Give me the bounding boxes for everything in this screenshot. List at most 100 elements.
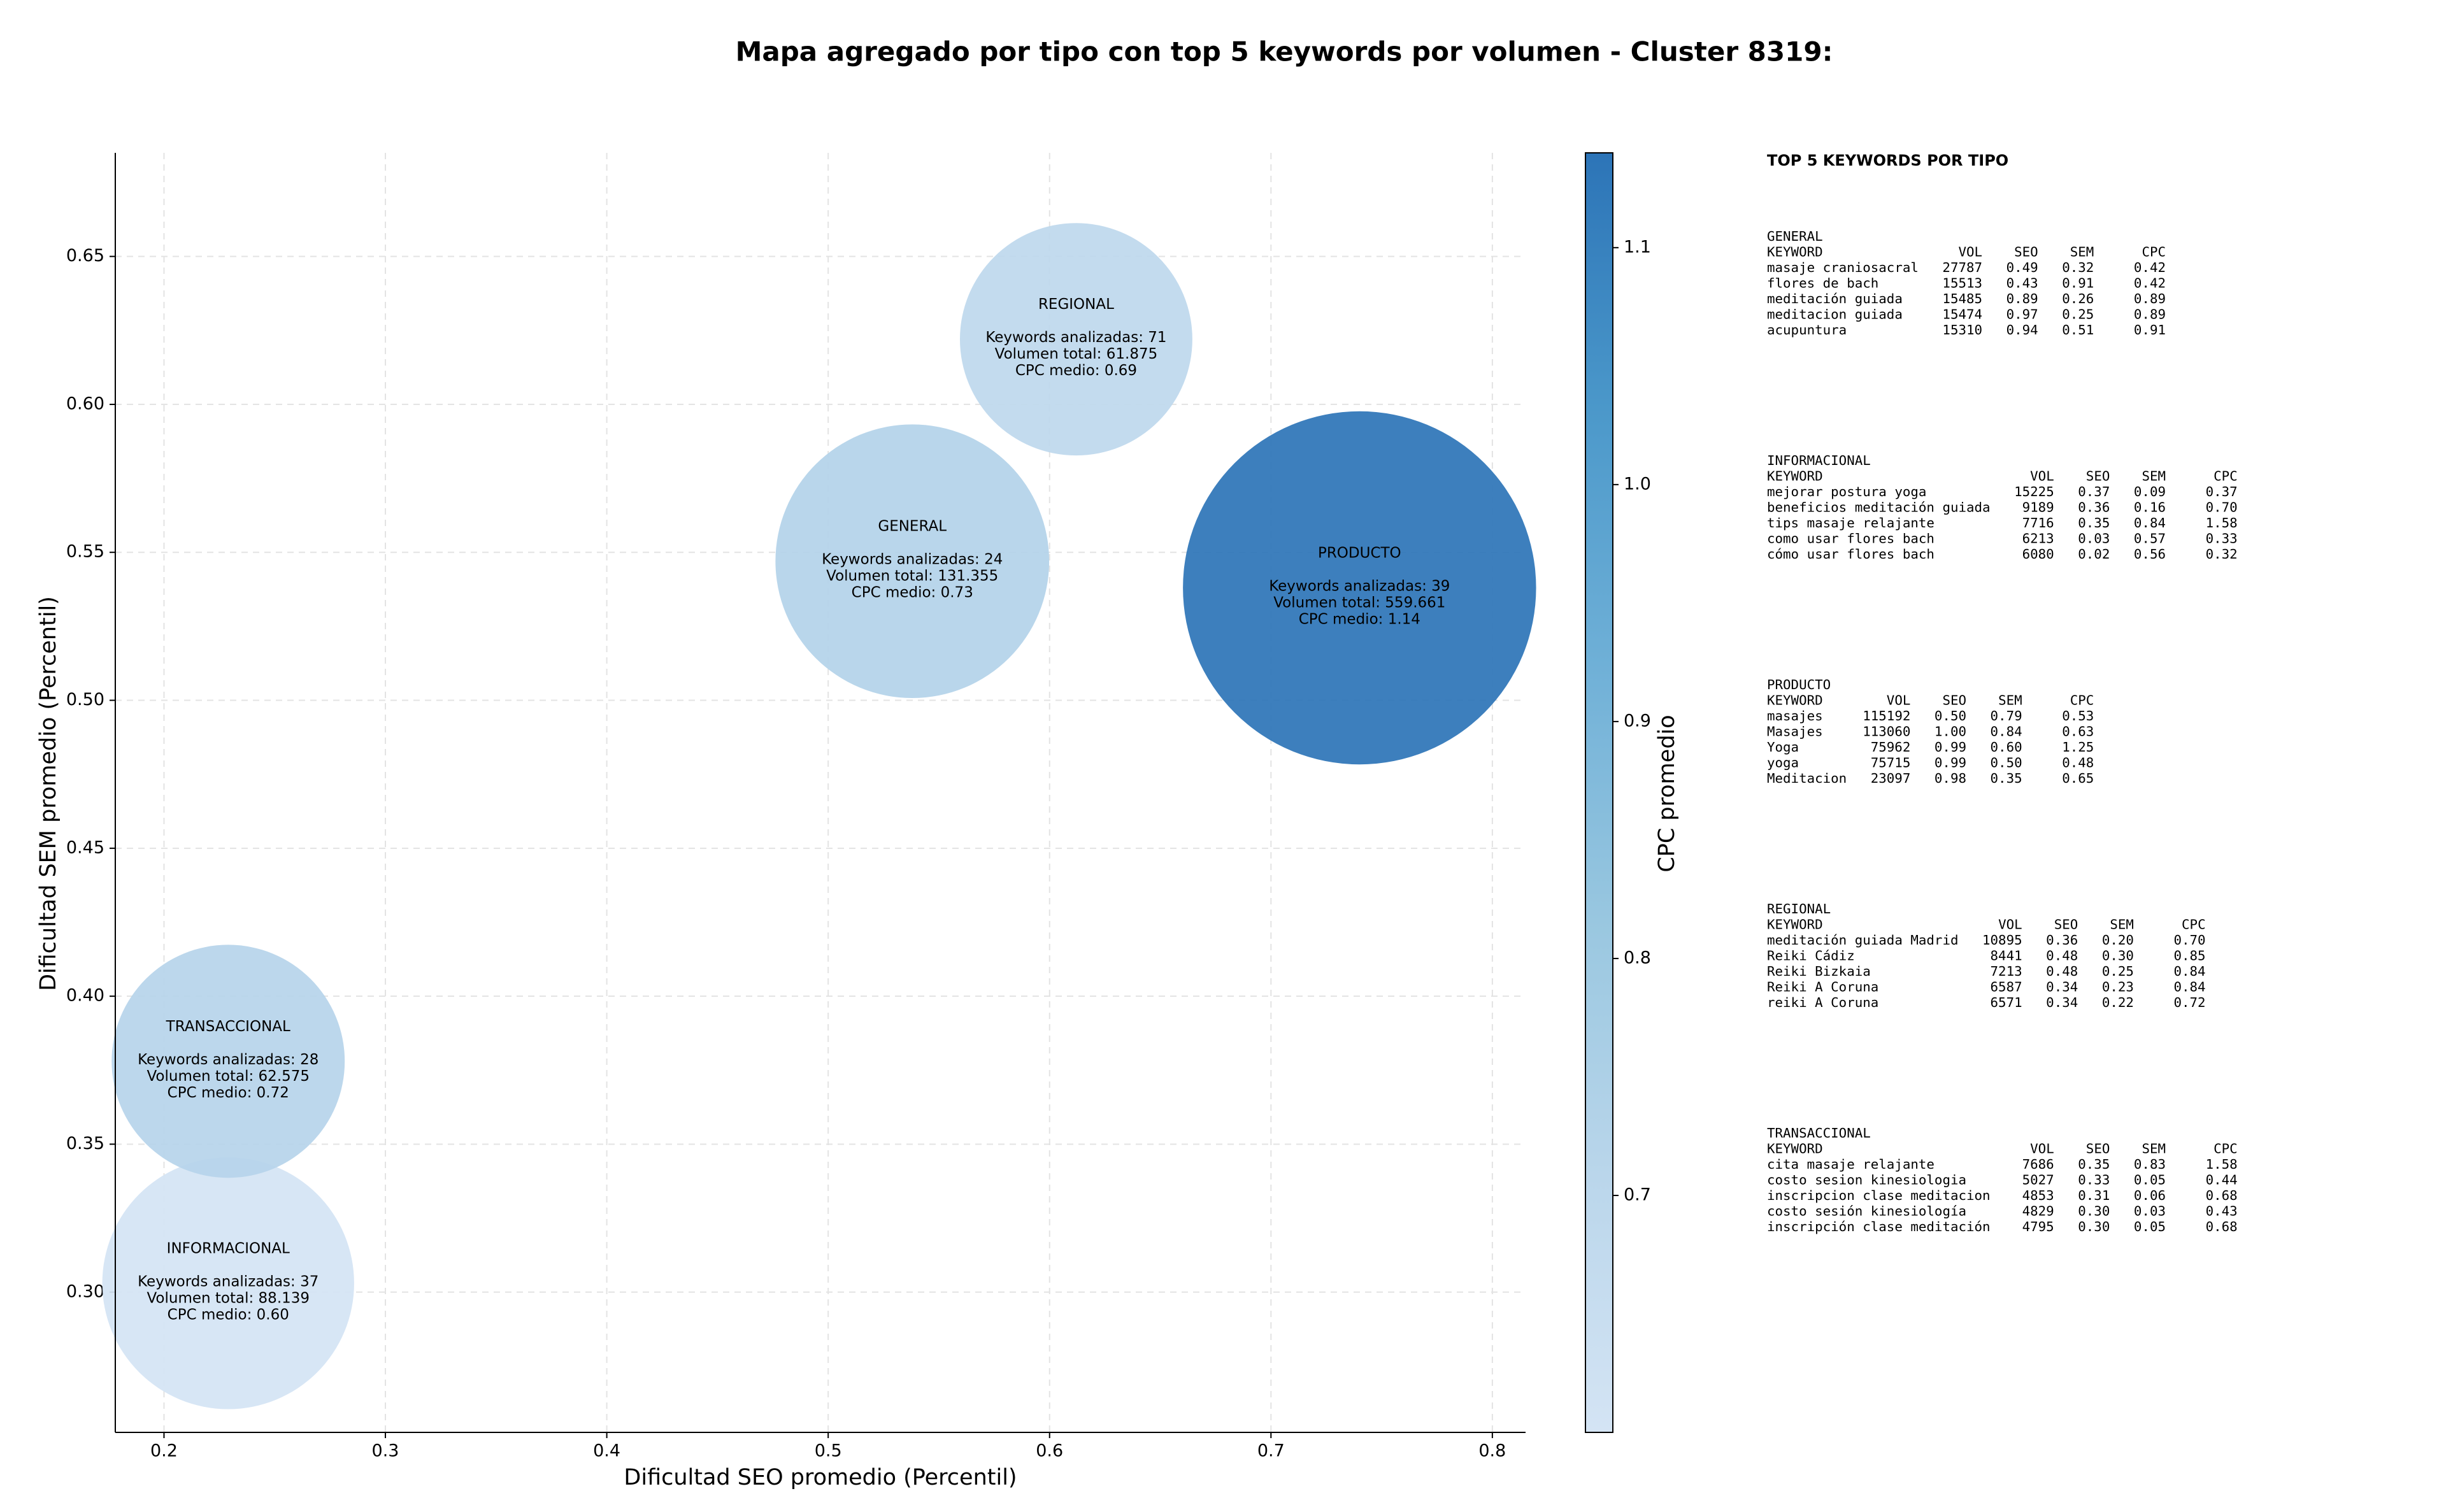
table-cell: 0.49 [2006, 260, 2038, 275]
table-cell: Reiki Cádiz [1767, 948, 1855, 964]
table-cell: tips masaje relajante [1767, 515, 1935, 531]
table-cell: 0.97 [2006, 307, 2038, 322]
bubble [959, 223, 1192, 456]
bubble-annotation: CPC medio: 0.73 [852, 585, 973, 601]
table-cell: 0.30 [2102, 948, 2134, 964]
table-header: CPC [2214, 469, 2238, 484]
table-cell: 0.84 [2134, 515, 2166, 531]
table-header: SEO [2086, 1141, 2110, 1157]
table-cell: 0.35 [2078, 1157, 2110, 1172]
table-cell: 0.35 [1991, 771, 2022, 786]
table-cell: 8441 [1991, 948, 2022, 964]
table-cell: 0.63 [2062, 724, 2094, 739]
table-cell: 15513 [1942, 276, 1982, 291]
table-header: KEYWORD [1767, 1141, 1823, 1157]
table-cell: yoga [1767, 755, 1799, 771]
table-cell: 0.91 [2062, 276, 2094, 291]
table-cell: 0.89 [2134, 291, 2166, 306]
bubble-annotation: Volumen total: 62.575 [147, 1068, 310, 1085]
table-cell: 0.33 [2206, 531, 2238, 546]
table-cell: 0.68 [2206, 1188, 2238, 1203]
table-cell: 0.48 [2046, 948, 2078, 964]
y-tick-label: 0.40 [66, 986, 104, 1006]
table-cell: 5027 [2022, 1173, 2054, 1188]
table-header: KEYWORD [1767, 245, 1823, 260]
table-cell: acupuntura [1767, 322, 1847, 338]
bubble-annotation: Volumen total: 559.661 [1273, 594, 1445, 611]
table-cell: 0.35 [2078, 515, 2110, 531]
table-cell: 0.79 [1991, 708, 2022, 724]
table-cell: 0.05 [2134, 1173, 2166, 1188]
table-cell: 0.68 [2206, 1219, 2238, 1234]
table-cell: 0.37 [2078, 484, 2110, 499]
x-tick-label: 0.5 [815, 1441, 842, 1461]
colorbar-tick-label: 0.9 [1624, 711, 1651, 731]
table-cell: 0.34 [2046, 995, 2078, 1010]
table-cell: 0.94 [2006, 322, 2038, 338]
table-cell: reiki A Coruna [1767, 995, 1878, 1010]
x-tick-label: 0.3 [372, 1441, 399, 1461]
table-cell: 0.02 [2078, 546, 2110, 562]
y-tick-label: 0.60 [66, 394, 104, 413]
table-cell: 0.99 [1935, 739, 1966, 755]
table-cell: 0.37 [2206, 484, 2238, 499]
table-header: SEM [2142, 1141, 2166, 1157]
table-header: SEO [2014, 245, 2038, 260]
table-cell: 0.91 [2134, 322, 2166, 338]
table-cell: 0.26 [2062, 291, 2094, 306]
table-cell: 0.22 [2102, 995, 2134, 1010]
table-cell: 0.34 [2046, 980, 2078, 995]
y-axis-label: Dificultad SEM promedio (Percentil) [36, 596, 61, 991]
table-cell: 0.16 [2134, 500, 2166, 515]
table-cell: 0.84 [2174, 980, 2206, 995]
table-cell: 15485 [1942, 291, 1982, 306]
table-cell: 1.25 [2062, 739, 2094, 755]
bubble-annotation: Keywords analizadas: 71 [985, 329, 1166, 346]
table-header: KEYWORD [1767, 469, 1823, 484]
table-cell: 0.23 [2102, 980, 2134, 995]
table-title: PRODUCTO [1767, 677, 1831, 692]
table-cell: 0.70 [2206, 500, 2238, 515]
table-cell: 15474 [1942, 307, 1982, 322]
table-cell: cita masaje relajante [1767, 1157, 1935, 1172]
x-tick-label: 0.8 [1478, 1441, 1506, 1461]
x-tick-label: 0.4 [593, 1441, 620, 1461]
table-title: GENERAL [1767, 229, 1823, 244]
table-cell: meditación guiada Madrid [1767, 932, 1959, 948]
table-cell: 75715 [1871, 755, 1911, 771]
table-cell: 0.31 [2078, 1188, 2110, 1203]
table-cell: 6213 [2022, 531, 2054, 546]
table-cell: 4829 [2022, 1204, 2054, 1219]
table-cell: 0.51 [2062, 322, 2094, 338]
table-cell: costo sesion kinesiologia [1767, 1173, 1966, 1188]
table-cell: inscripcion clase meditacion [1767, 1188, 1991, 1203]
table-cell: 15310 [1942, 322, 1982, 338]
table-cell: 0.25 [2102, 964, 2134, 979]
colorbar-tick-label: 0.8 [1624, 948, 1651, 967]
table-cell: 9189 [2022, 500, 2054, 515]
bubble-annotation: Keywords analizadas: 28 [138, 1052, 318, 1068]
table-cell: 1.58 [2206, 515, 2238, 531]
x-tick-label: 0.2 [150, 1441, 178, 1461]
table-cell: 0.48 [2062, 755, 2094, 771]
table-cell: meditación guiada [1767, 291, 1903, 306]
table-cell: masajes [1767, 708, 1823, 724]
y-tick-label: 0.35 [66, 1134, 104, 1153]
table-cell: 0.89 [2134, 307, 2166, 322]
bubble-label: REGIONAL [1038, 296, 1114, 313]
table-cell: 0.57 [2134, 531, 2166, 546]
table-cell: 113060 [1863, 724, 1910, 739]
table-cell: 75962 [1871, 739, 1911, 755]
table-header: CPC [2214, 1141, 2238, 1157]
table-cell: 0.36 [2046, 932, 2078, 948]
table-cell: 0.43 [2006, 276, 2038, 291]
table-cell: 0.20 [2102, 932, 2134, 948]
table-cell: 7213 [1991, 964, 2022, 979]
bubble-annotation: Volumen total: 61.875 [995, 346, 1158, 362]
table-header: VOL [1887, 693, 1911, 708]
table-cell: 15225 [2014, 484, 2054, 499]
y-tick-label: 0.65 [66, 246, 104, 266]
